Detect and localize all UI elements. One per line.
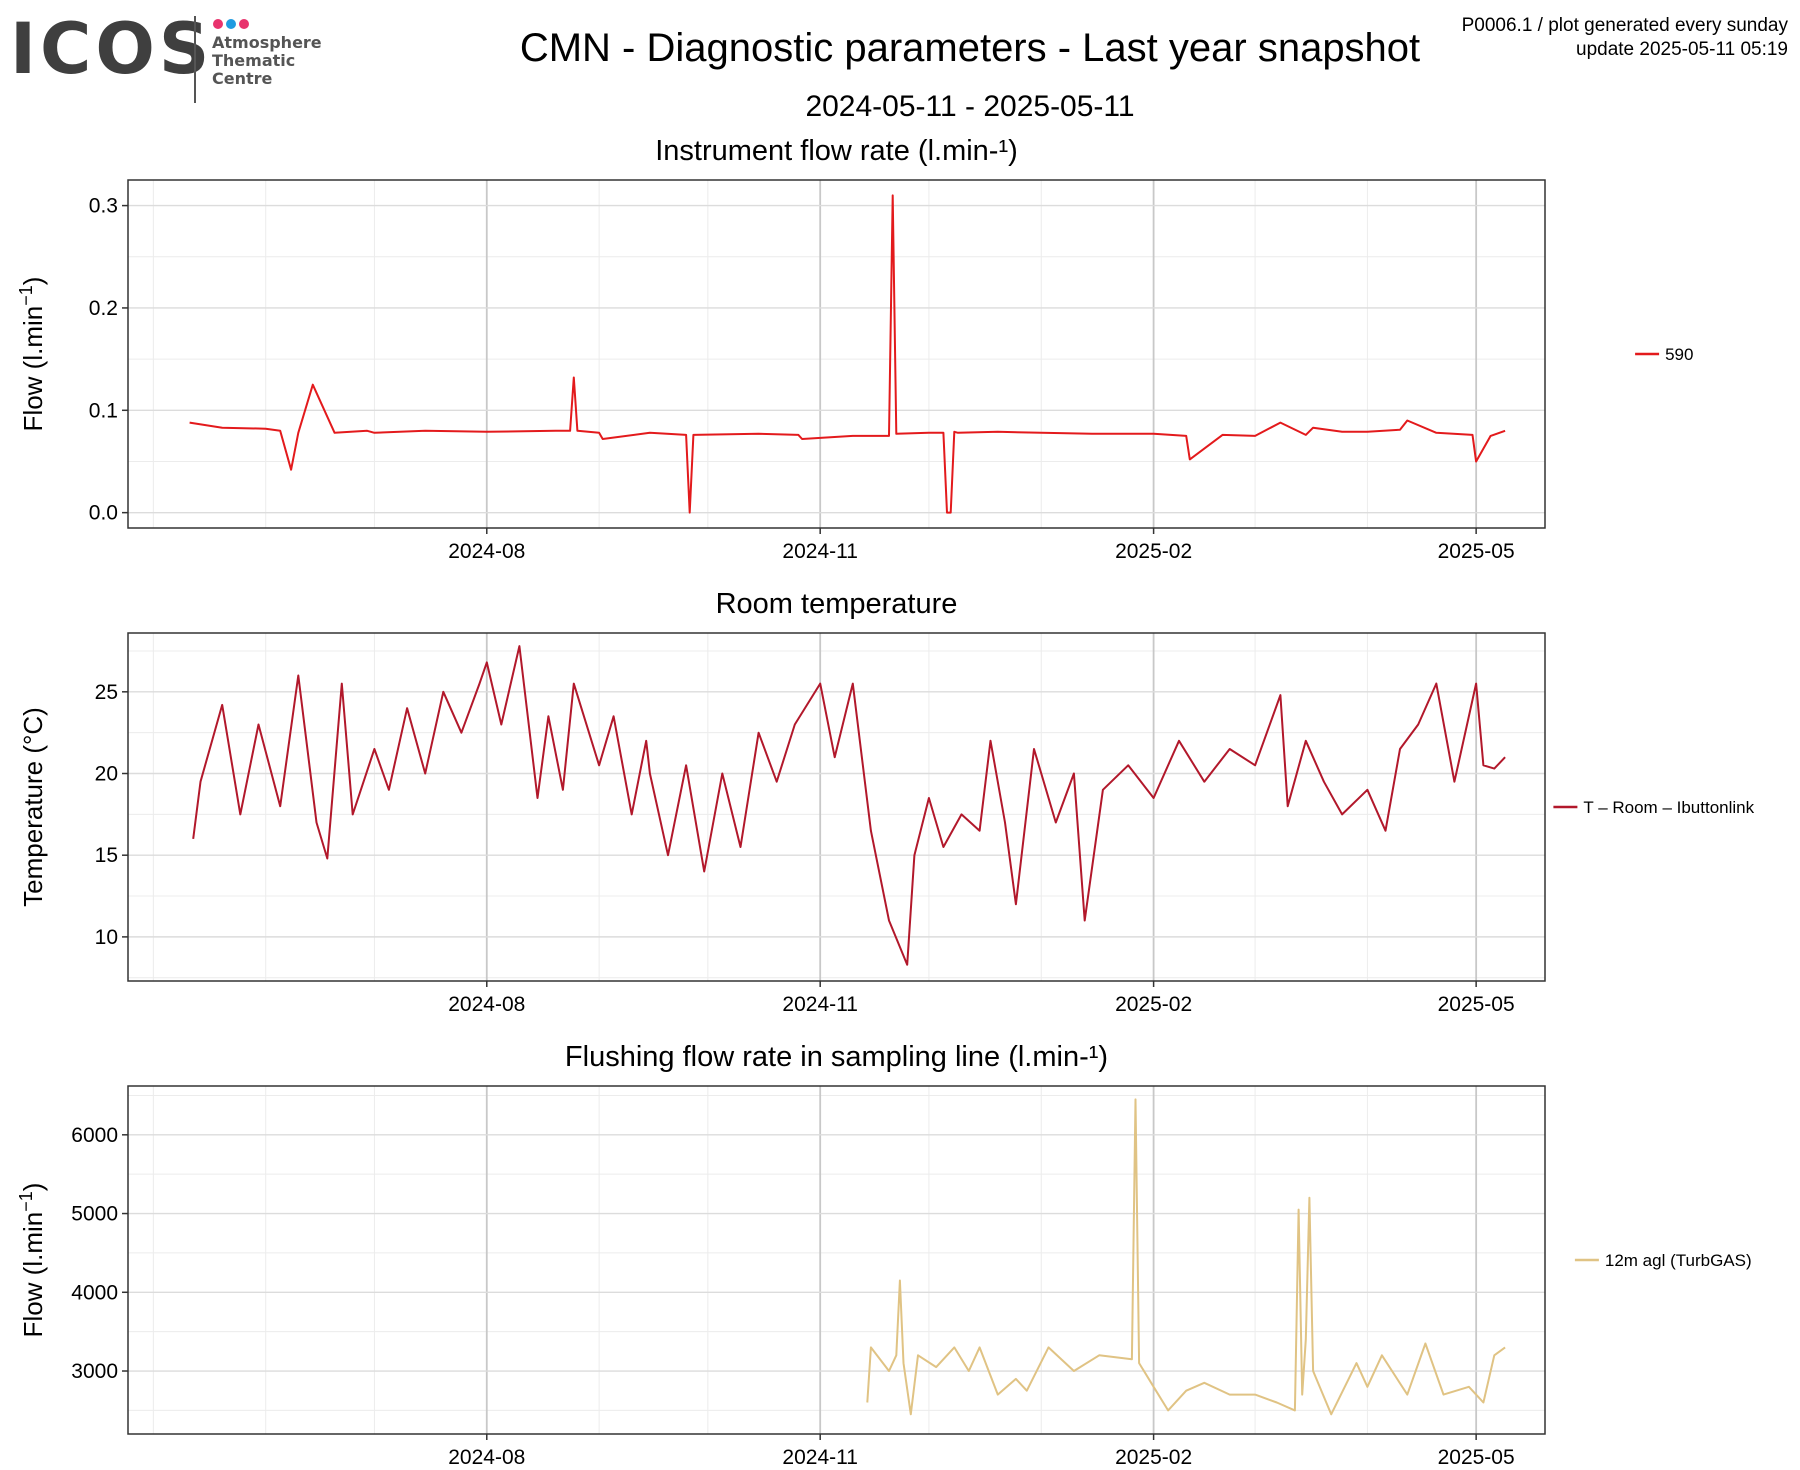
series-line-1 — [192, 645, 1506, 966]
y-tick-label: 10 — [95, 926, 118, 949]
y-tick-label: 0.1 — [89, 399, 118, 422]
plot-area — [128, 1086, 1545, 1434]
x-tick-label: 2025-02 — [1115, 993, 1192, 1016]
series-line-1 — [866, 1098, 1506, 1416]
plot-area — [128, 180, 1545, 528]
plot-area — [128, 633, 1545, 981]
y-axis-label: Flow (l.min−1) — [16, 1183, 48, 1338]
x-tick-label: 2025-02 — [1115, 540, 1192, 563]
legend-label: 12m agl (TurbGAS) — [1605, 1251, 1752, 1270]
panel-border — [127, 1085, 1546, 1435]
panel-border — [127, 179, 1546, 529]
icos-logo-wordmark: ICOS — [10, 8, 214, 90]
x-tick-label: 2024-08 — [448, 540, 525, 563]
x-tick-label: 2024-11 — [782, 993, 858, 1016]
logo-dot-2 — [226, 19, 236, 29]
y-axis-label-close: ) — [18, 1183, 48, 1192]
page-title: CMN - Diagnostic parameters - Last year … — [519, 26, 1421, 70]
y-axis-label: Temperature (°C) — [18, 707, 48, 907]
y-tick-label: 4000 — [71, 1281, 118, 1304]
plot-meta: P0006.1 / plot generated every sunday up… — [1462, 14, 1788, 62]
logo-dots — [213, 16, 252, 34]
x-tick-label: 2024-11 — [782, 540, 858, 563]
y-axis-label-close: ) — [18, 277, 48, 286]
x-tick-label: 2025-05 — [1438, 1446, 1515, 1469]
product-line: P0006.1 / plot generated every sunday — [1461, 15, 1788, 36]
panel-title: Room temperature — [716, 588, 958, 620]
y-tick-label: 0.2 — [89, 297, 118, 320]
x-tick-label: 2025-02 — [1115, 1446, 1192, 1469]
y-tick-label: 25 — [95, 681, 118, 704]
logo-subtitle-line-1: Atmosphere — [212, 33, 322, 52]
series-line-1 — [189, 194, 1506, 514]
logo-subtitle-line-2: Thematic — [212, 51, 296, 70]
logo-subtitle-line-3: Centre — [212, 69, 273, 88]
x-tick-label: 2024-11 — [782, 1446, 858, 1469]
chart-panel-3: 2024-08 2024-11 2025-02 2025-05 3000 4000 5000… — [16, 1041, 1752, 1469]
y-tick-label: 0.3 — [89, 195, 118, 218]
logo-dot-1 — [213, 19, 223, 29]
logo-subtitle: Atmosphere Thematic Centre — [212, 34, 322, 88]
y-tick-label: 20 — [95, 763, 118, 786]
y-tick-label: 5000 — [71, 1203, 118, 1226]
y-tick-label: 0.0 — [89, 502, 118, 525]
y-axis-label-superscript: −1 — [16, 1191, 36, 1212]
y-axis-label-text: Flow (l.min — [18, 1212, 48, 1338]
date-range: 2024-05-11 - 2025-05-11 — [805, 90, 1135, 123]
y-axis-label-text: Flow (l.min — [18, 306, 48, 432]
chart-panel-1: 2024-08 2024-11 2025-02 2025-05 0.0 0.1 0.2 0.3… — [16, 135, 1693, 563]
y-tick-label: 3000 — [71, 1360, 118, 1383]
x-tick-label: 2025-05 — [1438, 993, 1515, 1016]
y-tick-label: 6000 — [71, 1124, 118, 1147]
logo-divider — [194, 16, 196, 103]
update-line: update 2025-05-11 05:19 — [1576, 39, 1788, 60]
logo-dot-3 — [239, 19, 249, 29]
y-axis-label-text: Temperature (°C) — [18, 707, 48, 907]
x-tick-label: 2024-08 — [448, 1446, 525, 1469]
chart-panel-2: 2024-08 2024-11 2025-02 2025-05 10 15 20 25 Room… — [18, 588, 1755, 1016]
panel-title: Instrument flow rate (l.min-¹) — [655, 135, 1018, 167]
y-tick-label: 15 — [95, 844, 118, 867]
legend-label: 590 — [1665, 345, 1693, 364]
x-tick-label: 2025-05 — [1438, 540, 1515, 563]
x-tick-label: 2024-08 — [448, 993, 525, 1016]
y-axis-label-superscript: −1 — [16, 285, 36, 306]
panel-title: Flushing flow rate in sampling line (l.m… — [565, 1041, 1108, 1073]
y-axis-label: Flow (l.min−1) — [16, 277, 48, 432]
panel-border — [127, 632, 1546, 982]
legend-label: T – Room – Ibuttonlink — [1583, 798, 1754, 817]
